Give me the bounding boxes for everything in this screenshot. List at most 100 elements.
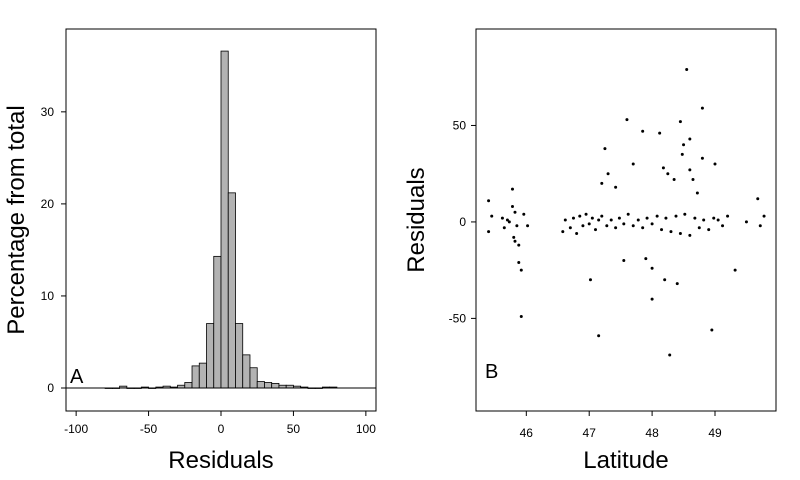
- scatter-point: [650, 297, 654, 301]
- x-tick-label: 50: [287, 422, 301, 436]
- scatter-point: [487, 199, 491, 203]
- scatter-point: [697, 226, 701, 230]
- histogram-bar: [264, 382, 273, 389]
- x-tick-label: 49: [708, 426, 722, 440]
- scatter-point: [526, 224, 530, 228]
- histogram-bar: [235, 323, 244, 389]
- scatter-point: [622, 259, 626, 263]
- scatter-point: [500, 216, 504, 220]
- scatter-point: [678, 120, 682, 124]
- scatter-point: [664, 216, 668, 220]
- scatter-point: [672, 177, 676, 181]
- scatter-point: [663, 278, 667, 282]
- histogram-bar: [191, 365, 200, 389]
- scatter-point: [661, 166, 665, 170]
- scatter-point: [756, 197, 760, 201]
- scatter-point: [666, 172, 670, 176]
- x-axis-label-a: Residuals: [168, 447, 273, 474]
- scatter-point: [688, 233, 692, 237]
- scatter-point: [762, 214, 766, 218]
- scatter-point: [688, 168, 692, 172]
- scatter-point: [655, 214, 659, 218]
- scatter-point: [519, 268, 523, 272]
- scatter-point: [700, 156, 704, 160]
- scatter-point: [660, 228, 664, 232]
- scatter-point: [744, 220, 748, 224]
- histogram-bar: [256, 381, 265, 389]
- scatter-point: [713, 162, 717, 166]
- scatter-panel: 46 47 48 49 -50 0 50 Latitude Residuals B: [403, 28, 777, 474]
- scatter-point: [597, 218, 601, 222]
- scatter-point: [597, 334, 601, 338]
- scatter-point: [568, 226, 572, 230]
- x-axis-label-b: Latitude: [583, 447, 668, 474]
- y-axis-label-a: Percentage from total: [3, 105, 30, 334]
- scatter-point: [513, 210, 517, 214]
- scatter-point: [590, 216, 594, 220]
- histogram-bar: [184, 382, 193, 389]
- y-axis-ticks-a: 0 10 20 30: [41, 105, 66, 395]
- histogram-bar: [213, 255, 222, 389]
- panel-label-b: B: [485, 361, 498, 383]
- scatter-point: [606, 172, 610, 176]
- scatter-point: [563, 218, 567, 222]
- scatter-point: [712, 216, 716, 220]
- histogram-bar: [198, 362, 207, 389]
- scatter-point: [571, 216, 575, 220]
- scatter-point: [688, 137, 692, 141]
- histogram-bar: [249, 367, 258, 389]
- scatter-point: [636, 218, 640, 222]
- histogram-bar: [227, 192, 236, 389]
- y-tick-label: 0: [459, 215, 466, 229]
- scatter-point: [695, 191, 699, 195]
- y-tick-label: 30: [41, 105, 55, 119]
- scatter-point: [678, 232, 682, 236]
- scatter-point: [588, 278, 592, 282]
- scatter-point: [587, 222, 591, 226]
- scatter-point: [702, 218, 706, 222]
- scatter-point: [605, 224, 609, 228]
- scatter-point: [645, 216, 649, 220]
- scatter-point: [644, 257, 648, 261]
- histogram-bar: [271, 382, 280, 389]
- x-axis-ticks-a: -100 -50 0 50 100: [64, 411, 376, 436]
- scatter-point: [575, 232, 579, 236]
- x-tick-label: 48: [645, 426, 659, 440]
- scatter-point: [617, 216, 621, 220]
- histogram-bars: [104, 50, 338, 389]
- scatter-point: [512, 235, 516, 239]
- scatter-point: [668, 353, 672, 357]
- y-axis-label-b: Residuals: [403, 167, 430, 272]
- y-tick-label: -50: [449, 311, 467, 325]
- scatter-point: [658, 131, 662, 135]
- x-axis-ticks-b: 46 47 48 49: [520, 411, 722, 440]
- x-tick-label: 46: [520, 426, 534, 440]
- scatter-point: [603, 147, 607, 151]
- scatter-point: [693, 216, 697, 220]
- scatter-point: [700, 106, 704, 110]
- panel-label-a: A: [70, 366, 84, 388]
- scatter-point: [669, 230, 673, 234]
- scatter-point: [513, 239, 517, 243]
- scatter-point: [683, 212, 687, 216]
- scatter-point: [561, 230, 565, 234]
- scatter-point: [614, 226, 618, 230]
- scatter-point: [685, 68, 689, 72]
- scatter-point: [691, 177, 695, 181]
- scatter-point: [515, 224, 519, 228]
- y-tick-label: 50: [453, 118, 467, 132]
- y-tick-label: 10: [41, 289, 55, 303]
- y-axis-ticks-b: -50 0 50: [449, 118, 476, 325]
- plot-frame-b: [475, 28, 777, 412]
- x-tick-label: -100: [64, 422, 88, 436]
- scatter-point: [641, 129, 645, 133]
- scatter-point: [593, 228, 597, 232]
- scatter-point: [519, 314, 523, 318]
- scatter-point: [622, 222, 626, 226]
- scatter-point: [707, 228, 711, 232]
- x-tick-label: 47: [583, 426, 597, 440]
- scatter-point: [505, 218, 509, 222]
- histogram-panel: -100 -50 0 50 100 0 10 20 30 Residuals Percenta…: [3, 28, 377, 474]
- scatter-point: [487, 230, 491, 234]
